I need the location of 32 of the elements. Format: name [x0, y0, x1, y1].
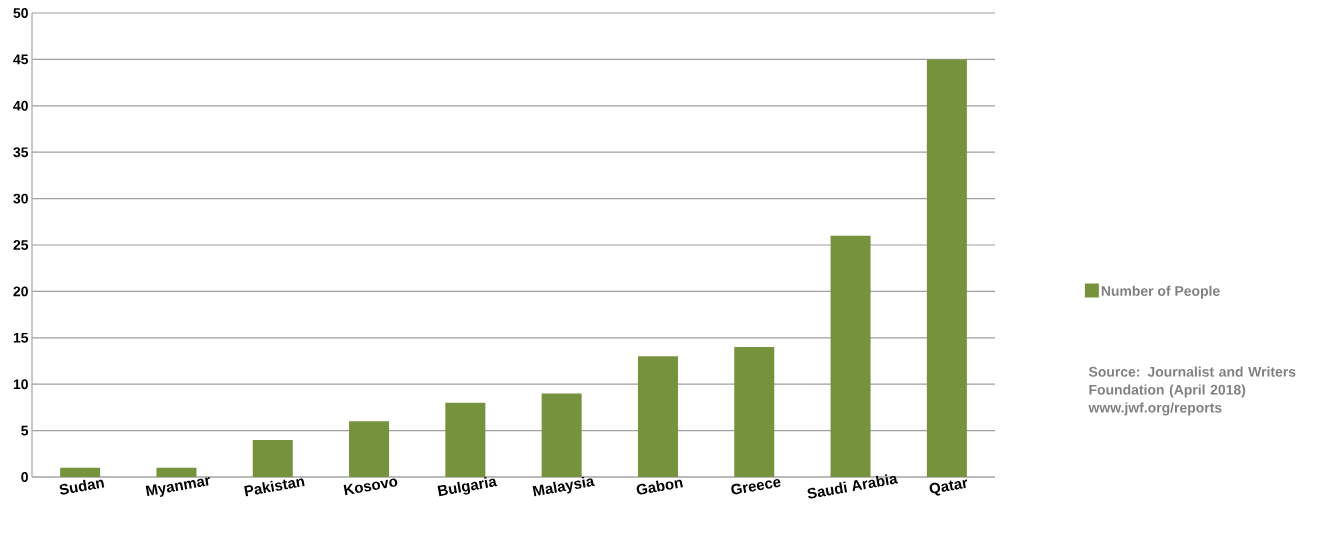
bar	[637, 356, 678, 477]
y-tick-label: 50	[13, 8, 28, 18]
x-tick-label: Bulgaria	[437, 476, 498, 497]
x-tick-label: Gabon	[636, 479, 683, 495]
y-tick-label: 45	[13, 54, 29, 65]
y-tick-label: 25	[13, 240, 29, 250]
x-tick-label: Myanmar	[145, 477, 210, 497]
x-tick-label: Greece	[731, 479, 781, 495]
x-tick-label: Qatar	[929, 479, 968, 496]
bar	[156, 467, 197, 477]
x-tick-label: Saudi Arabia	[807, 474, 899, 499]
bar	[926, 59, 967, 477]
bar	[252, 439, 293, 477]
y-tick-label: 35	[13, 147, 29, 158]
y-tick-label: 40	[13, 100, 28, 111]
y-tick-label: 15	[13, 332, 29, 343]
bar	[734, 347, 775, 477]
bar	[349, 421, 390, 477]
source-note: Source: Journalist and Writers Foundation (April 2018) www.jwf.org/reports	[1088, 366, 1296, 416]
bar	[445, 402, 486, 477]
bar	[60, 467, 101, 477]
y-tick-label: 30	[13, 193, 28, 204]
x-tick-label: Sudan	[59, 479, 105, 495]
x-tick-label: Kosovo	[343, 478, 398, 496]
y-tick-label: 0	[21, 472, 28, 482]
legend-label: Number of People	[1101, 285, 1220, 299]
bar	[541, 393, 582, 477]
y-tick-label: 20	[13, 286, 28, 297]
x-tick-label: Malaysia	[532, 476, 595, 497]
y-tick-label: 5	[21, 425, 29, 436]
x-tick-label: Pakistan	[244, 478, 305, 497]
y-tick-label: 10	[13, 379, 28, 390]
